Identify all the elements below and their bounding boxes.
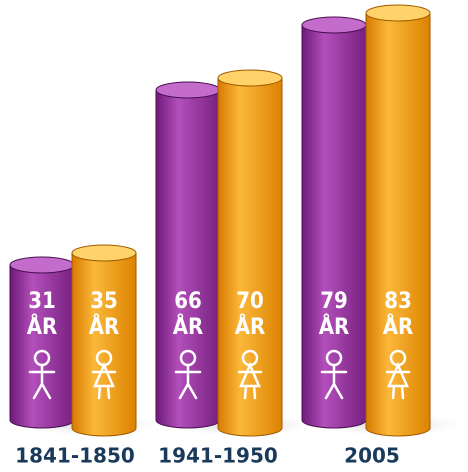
x-tick-label: 1941-1950 (158, 444, 278, 468)
bar-top (366, 5, 430, 21)
data-unit: ÅR (173, 314, 204, 340)
bar-top (156, 82, 220, 98)
data-label: 66 (174, 289, 202, 314)
data-label: 31 (28, 289, 56, 314)
bar (72, 253, 136, 436)
data-unit: ÅR (319, 314, 350, 340)
bar-top (302, 17, 366, 33)
data-label: 79 (320, 289, 348, 314)
bar (218, 78, 282, 436)
x-tick-label: 2005 (344, 444, 400, 468)
bar-top (10, 257, 74, 273)
data-label: 83 (384, 289, 412, 314)
data-unit: ÅR (383, 314, 414, 340)
x-tick-label: 1841-1850 (15, 444, 135, 468)
data-unit: ÅR (89, 314, 120, 340)
data-unit: ÅR (27, 314, 58, 340)
bar-top (72, 245, 136, 261)
chart: 31ÅR35ÅR1841-185066ÅR70ÅR1941-195079ÅR83… (0, 0, 468, 472)
data-label: 70 (236, 289, 264, 314)
data-unit: ÅR (235, 314, 266, 340)
bar-top (218, 70, 282, 86)
data-label: 35 (90, 289, 118, 314)
